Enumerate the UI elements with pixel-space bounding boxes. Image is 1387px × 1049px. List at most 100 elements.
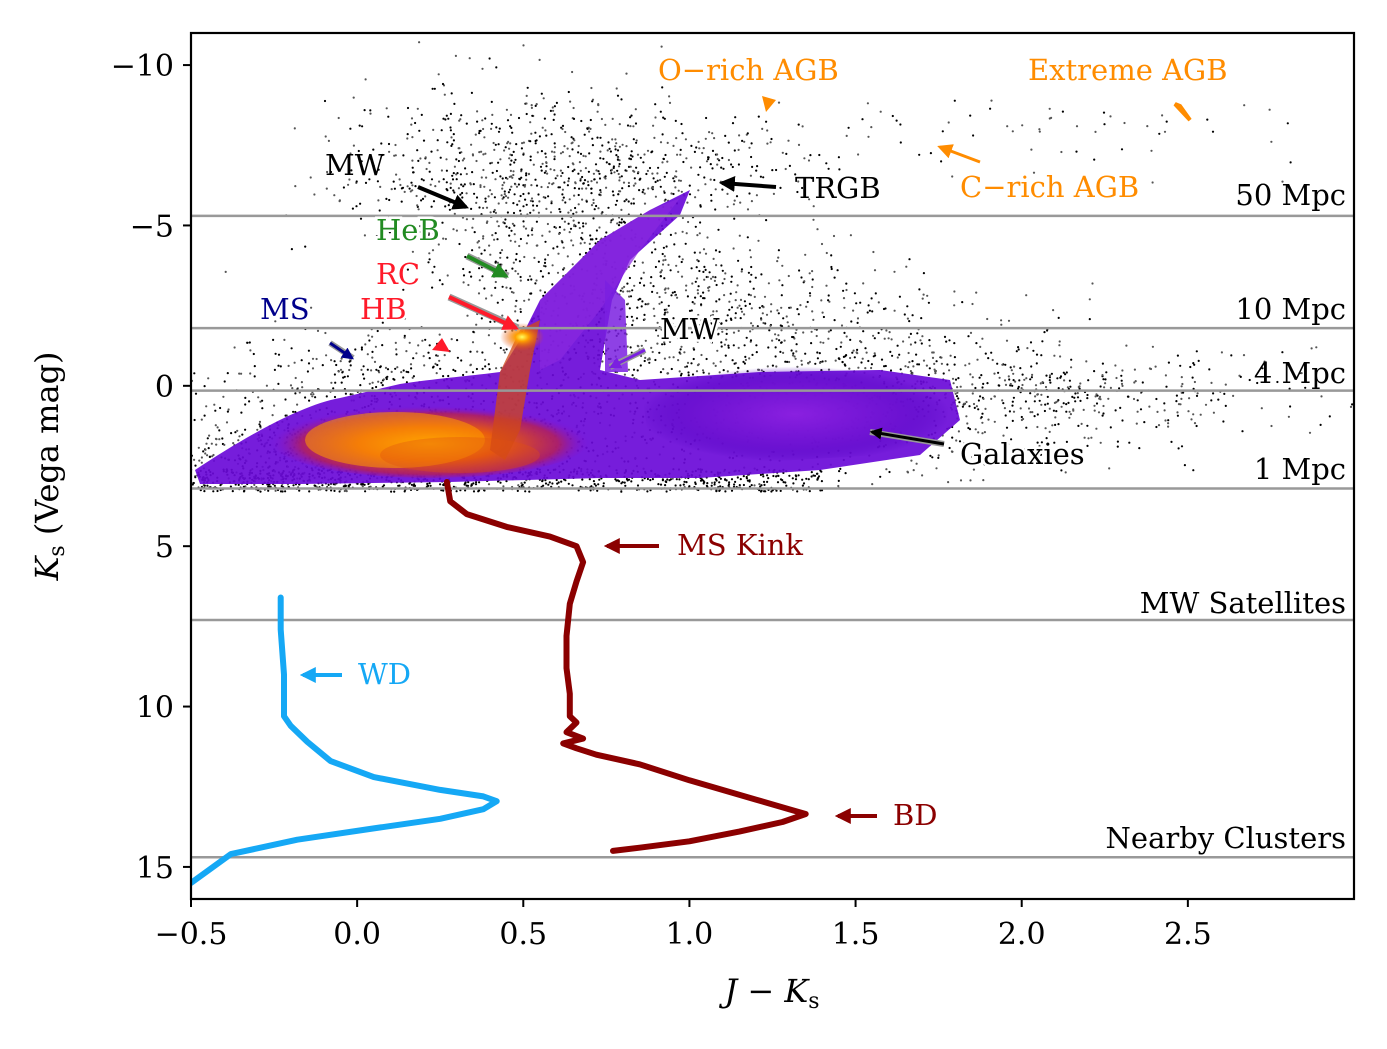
scatter-point	[436, 354, 439, 357]
scatter-point	[1315, 346, 1318, 349]
scatter-point	[468, 271, 471, 274]
scatter-point	[520, 147, 524, 150]
scatter-point	[856, 348, 859, 351]
scatter-point	[525, 174, 528, 177]
scatter-point	[534, 178, 537, 181]
scatter-point	[975, 291, 978, 294]
scatter-point	[1222, 420, 1225, 423]
scatter-point	[1155, 425, 1158, 429]
scatter-point	[908, 320, 911, 323]
scatter-point	[377, 168, 380, 171]
scatter-point	[505, 348, 508, 351]
scatter-point	[584, 167, 588, 170]
scatter-point	[908, 336, 911, 339]
scatter-point	[860, 361, 863, 364]
scatter-point	[422, 179, 425, 182]
scatter-point	[705, 357, 708, 361]
scatter-point	[651, 172, 654, 175]
scatter-point	[483, 185, 486, 188]
scatter-point	[259, 425, 262, 428]
scatter-point	[147, 486, 149, 488]
scatter-point	[507, 196, 510, 199]
scatter-point	[1196, 392, 1199, 395]
scatter-point	[207, 377, 210, 380]
scatter-point	[1143, 421, 1146, 424]
scatter-point	[721, 282, 724, 285]
scatter-point	[210, 442, 213, 445]
scatter-point	[643, 359, 646, 363]
scatter-point	[359, 384, 362, 387]
scatter-point	[695, 329, 698, 332]
scatter-point	[1328, 415, 1331, 418]
scatter-point	[734, 312, 737, 315]
scatter-point	[791, 477, 794, 480]
scatter-point	[656, 179, 659, 182]
scatter-point	[618, 480, 621, 483]
scatter-point	[180, 364, 182, 366]
scatter-point	[125, 354, 127, 356]
scatter-point	[461, 159, 464, 162]
scatter-point	[766, 474, 769, 477]
scatter-point	[661, 133, 664, 136]
scatter-point	[506, 177, 509, 180]
scatter-point	[450, 144, 453, 147]
scatter-point	[696, 292, 700, 295]
scatter-point	[694, 196, 697, 199]
scatter-point	[1001, 399, 1004, 402]
scatter-point	[447, 374, 450, 378]
scatter-point	[293, 127, 296, 130]
scatter-point	[955, 395, 959, 398]
scatter-point	[561, 193, 564, 196]
scatter-point	[933, 368, 936, 371]
scatter-point	[437, 73, 440, 76]
scatter-point	[646, 358, 650, 361]
scatter-point	[758, 306, 761, 309]
scatter-point	[921, 474, 924, 477]
scatter-point	[1116, 445, 1119, 448]
scatter-point	[478, 481, 481, 484]
scatter-point	[530, 229, 534, 232]
scatter-point	[723, 343, 727, 346]
scatter-point	[1083, 436, 1086, 439]
scatter-point	[822, 341, 825, 344]
scatter-point	[412, 375, 415, 378]
scatter-point	[567, 90, 570, 94]
scatter-point	[360, 483, 363, 486]
scatter-point	[627, 181, 631, 184]
scatter-point	[663, 117, 666, 120]
scatter-point	[760, 484, 763, 487]
scatter-point	[663, 308, 666, 311]
scatter-point	[274, 352, 277, 355]
scatter-point	[206, 437, 209, 440]
scatter-point	[1021, 124, 1024, 127]
scatter-point	[963, 402, 966, 405]
scatter-point	[602, 485, 605, 488]
scatter-point	[433, 87, 436, 90]
scatter-point	[842, 289, 845, 292]
scatter-point	[528, 490, 531, 493]
scatter-point	[585, 200, 588, 203]
scatter-point	[712, 257, 715, 260]
scatter-point	[873, 337, 876, 340]
scatter-point	[373, 360, 377, 363]
scatter-point	[593, 482, 596, 486]
scatter-point	[483, 136, 486, 139]
scatter-point	[714, 364, 717, 367]
scatter-point	[690, 362, 693, 365]
scatter-point	[362, 373, 365, 376]
scatter-point	[763, 295, 767, 298]
scatter-point	[592, 217, 595, 220]
scatter-point	[571, 70, 574, 74]
scatter-point	[540, 92, 543, 95]
scatter-point	[830, 267, 833, 271]
scatter-point	[501, 314, 504, 317]
scatter-point	[1156, 410, 1159, 413]
scatter-point	[1170, 440, 1173, 443]
scatter-point	[459, 193, 462, 196]
scatter-point	[911, 372, 914, 375]
scatter-point	[499, 265, 502, 268]
scatter-point	[663, 191, 666, 194]
scatter-point	[1165, 120, 1168, 123]
scatter-point	[736, 306, 739, 309]
scatter-point	[713, 481, 716, 484]
